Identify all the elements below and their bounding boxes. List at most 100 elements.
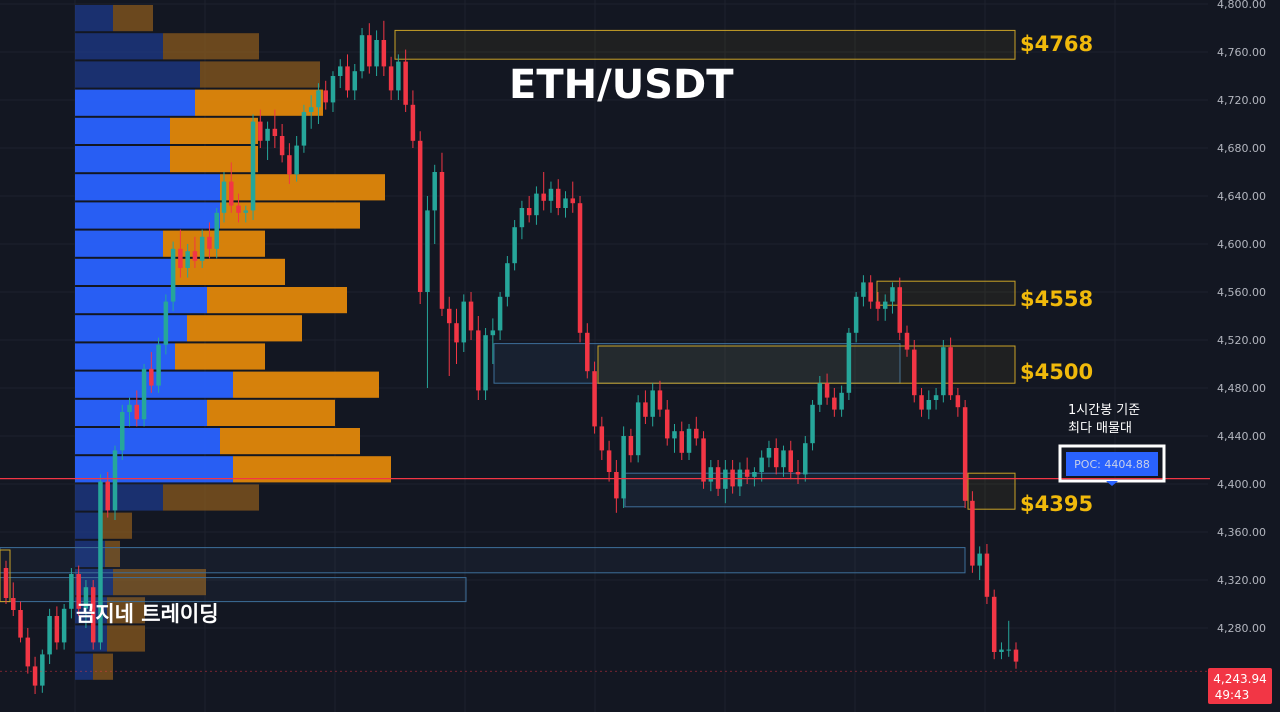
candle-body (417, 140, 423, 292)
profile-buy-bar (75, 287, 207, 314)
candle-body (999, 649, 1004, 652)
profile-buy-bar (75, 202, 220, 229)
profile-sell-bar (233, 371, 379, 398)
profile-buy-bar (75, 512, 100, 539)
candle-body (316, 90, 321, 108)
candle-body (221, 181, 227, 213)
profile-buy-bar (75, 230, 163, 257)
y-tick-label: 4,520.00 (1217, 334, 1266, 347)
candle-body (977, 553, 982, 566)
candle-body (345, 66, 350, 91)
candle-body (11, 598, 16, 610)
profile-buy-bar (75, 371, 233, 398)
price-axis[interactable]: 4,800.00 4,760.00 4,720.00 4,680.00 4,640.00… (1217, 0, 1266, 635)
candle-body (163, 301, 169, 345)
candle-body (577, 203, 583, 333)
profile-sell-bar (187, 315, 302, 342)
profile-sell-bar (233, 456, 391, 483)
profile-sell-bar (100, 512, 132, 539)
profile-sell-bar (163, 484, 259, 511)
candle-body (730, 469, 735, 487)
candle-body (468, 301, 474, 331)
candle-body (890, 287, 895, 302)
profile-sell-bar (207, 287, 347, 314)
candle-body (803, 443, 808, 475)
candle-body (788, 450, 794, 472)
candle-body (672, 431, 677, 439)
candle-body (941, 347, 946, 396)
candle-body (853, 296, 859, 333)
candle-body (839, 392, 844, 410)
candle-body (882, 301, 888, 309)
candle-body (541, 193, 546, 201)
candle-body (446, 308, 452, 324)
candle-body (635, 402, 641, 456)
watermark-text: 곰지네 트레이딩 (76, 602, 219, 626)
zone-edge-yellow (0, 549, 11, 603)
candle-body (127, 404, 132, 412)
candle-body (410, 104, 416, 141)
y-tick-label: 4,760.00 (1217, 46, 1266, 59)
candle-body (403, 61, 408, 105)
candle-body (861, 282, 866, 297)
candle-body (18, 610, 23, 638)
profile-sell-bar (170, 146, 258, 173)
candle-body (650, 390, 655, 417)
candle-body (955, 395, 961, 408)
y-tick-label: 4,280.00 (1217, 622, 1266, 635)
poc-label: POC: 4404.88 (1074, 458, 1150, 471)
candle-body (199, 236, 205, 261)
profile-buy-bar (75, 456, 233, 483)
poc-callout-pointer (1106, 481, 1118, 486)
candle-body (505, 263, 510, 297)
y-tick-label: 4,400.00 (1217, 478, 1266, 491)
profile-buy-bar (75, 653, 93, 680)
candle-body (585, 332, 590, 372)
y-tick-label: 4,640.00 (1217, 190, 1266, 203)
candle-body (112, 450, 118, 511)
candle-body (185, 251, 190, 268)
candle-body (810, 404, 815, 444)
candle-body (25, 637, 31, 667)
candle-body (156, 344, 161, 386)
candle-body (708, 467, 714, 482)
candle-body (359, 35, 365, 72)
candle-body (744, 469, 750, 477)
candle-body (759, 457, 764, 472)
y-tick-label: 4,560.00 (1217, 286, 1266, 299)
y-tick-label: 4,440.00 (1217, 430, 1266, 443)
profile-buy-bar (75, 315, 187, 342)
profile-sell-bar (107, 625, 145, 652)
candle-body (548, 188, 554, 201)
candle-body (439, 172, 445, 309)
candle-body (701, 438, 706, 482)
profile-buy-bar (75, 5, 113, 32)
candle-body (555, 188, 561, 208)
profile-sell-bar (207, 399, 335, 426)
candle-body (526, 208, 532, 216)
candle-body (207, 236, 212, 249)
candle-body (483, 335, 488, 391)
candle-body (686, 428, 692, 453)
profile-buy-bar (75, 484, 163, 511)
candle-body (32, 666, 38, 686)
candle-body (592, 371, 597, 427)
candle-body (250, 121, 256, 211)
candle-body (606, 450, 612, 472)
candle-body (432, 172, 437, 211)
poc-callout-box (1066, 452, 1158, 476)
candle-body (621, 436, 626, 499)
candle-body (919, 395, 924, 410)
candle-body (933, 395, 939, 400)
candle-body (519, 208, 525, 228)
candle-body (737, 469, 743, 487)
candle-body (490, 330, 496, 336)
profile-buy-bar (75, 117, 170, 144)
candle-body (962, 407, 968, 501)
candle-body (90, 587, 96, 643)
profile-buy-bar (75, 146, 170, 173)
y-tick-label: 4,720.00 (1217, 94, 1266, 107)
candle-body (476, 330, 481, 391)
candle-body (98, 481, 103, 643)
